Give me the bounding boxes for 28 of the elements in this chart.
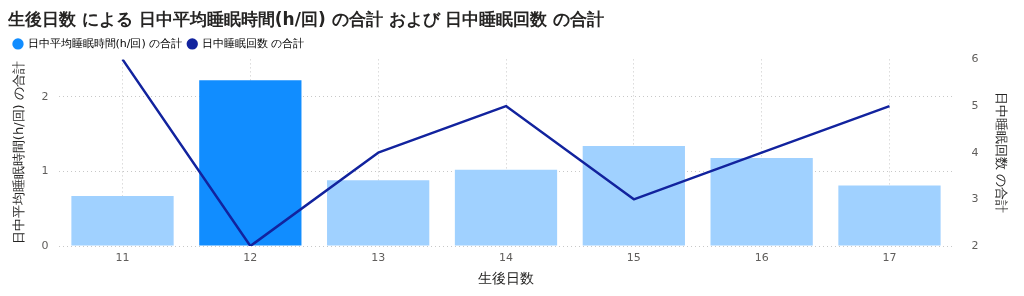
y-axis-title: 日中平均睡眠時間(h/回) の合計 xyxy=(11,61,27,245)
bar xyxy=(582,145,685,246)
y-tick-label: 0 xyxy=(41,238,49,252)
x-tick-label: 14 xyxy=(499,251,513,265)
x-axis-title: 生後日数 xyxy=(478,270,534,287)
x-tick-label: 15 xyxy=(626,251,641,265)
bar xyxy=(71,195,174,246)
x-tick-label: 12 xyxy=(243,251,258,265)
bar xyxy=(327,180,430,246)
x-tick-label: 13 xyxy=(371,251,386,265)
bar xyxy=(454,169,558,246)
y2-tick-label: 6 xyxy=(971,52,979,66)
y2-tick-label: 5 xyxy=(971,98,979,112)
legend-label: 日中睡眠回数 の合計 xyxy=(201,36,305,50)
y-tick-label: 1 xyxy=(41,164,49,178)
y-tick-label: 2 xyxy=(41,89,49,103)
y2-tick-label: 3 xyxy=(971,192,979,206)
legend-label: 日中平均睡眠時間(h/回) の合計 xyxy=(27,36,183,50)
x-tick-label: 11 xyxy=(115,251,130,265)
bar xyxy=(838,185,941,246)
bar xyxy=(199,80,302,246)
x-tick-label: 17 xyxy=(882,251,897,265)
chart-title: 生後日数 による 日中平均睡眠時間(h/回) の合計 および 日中睡眠回数 の合計 xyxy=(7,8,605,29)
y2-axis-title: 日中睡眠回数 の合計 xyxy=(993,92,1009,214)
y2-tick-label: 4 xyxy=(971,145,979,159)
y2-tick-label: 2 xyxy=(971,238,979,252)
bar xyxy=(710,157,813,246)
x-tick-label: 16 xyxy=(754,251,769,265)
